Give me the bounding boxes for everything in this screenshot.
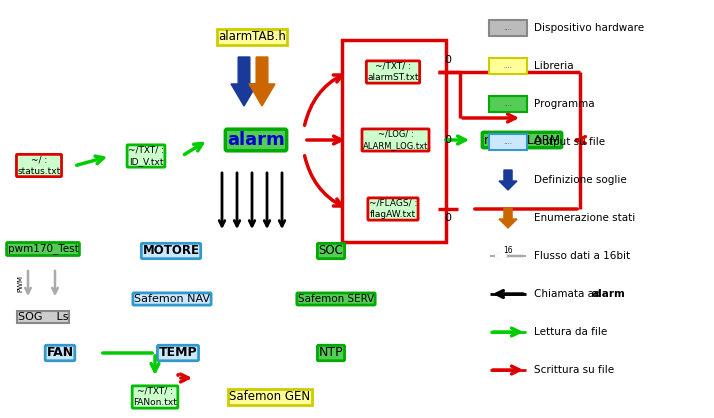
Text: alarmTAB.h: alarmTAB.h: [218, 31, 286, 43]
Text: ~/FLAGS/ :
flagAW.txt: ~/FLAGS/ : flagAW.txt: [369, 199, 417, 219]
Text: SOG    Ls: SOG Ls: [18, 312, 69, 322]
Polygon shape: [499, 208, 517, 228]
Text: ....: ....: [503, 139, 513, 145]
Text: NTP: NTP: [318, 347, 343, 359]
Text: Safemon GEN: Safemon GEN: [229, 390, 311, 403]
Text: 0: 0: [444, 213, 451, 223]
Text: ~/TXT/ :
FANon.txt: ~/TXT/ : FANon.txt: [133, 387, 177, 407]
Polygon shape: [249, 57, 275, 106]
Text: TEMP: TEMP: [159, 347, 197, 359]
Polygon shape: [499, 170, 517, 190]
Text: ....: ....: [503, 101, 513, 107]
Text: Output su file: Output su file: [534, 137, 605, 147]
Text: ~/TXT/ :
ID_V.txt: ~/TXT/ : ID_V.txt: [128, 146, 164, 166]
Text: 0: 0: [444, 55, 451, 65]
FancyBboxPatch shape: [489, 58, 527, 74]
Text: Chiamata ad: Chiamata ad: [534, 289, 604, 299]
Text: Scrittura su file: Scrittura su file: [534, 365, 614, 375]
Text: Enumerazione stati: Enumerazione stati: [534, 213, 635, 223]
Text: ~/TXT/ :
alarmST.txt: ~/TXT/ : alarmST.txt: [367, 62, 418, 82]
Text: Dispositivo hardware: Dispositivo hardware: [534, 23, 644, 33]
Text: Safemon NAV: Safemon NAV: [134, 294, 210, 304]
Text: ....: ....: [503, 63, 513, 69]
FancyBboxPatch shape: [489, 134, 527, 150]
Text: ....: ....: [503, 25, 513, 31]
Text: FAN: FAN: [46, 347, 74, 359]
Text: Safemon SERV: Safemon SERV: [298, 294, 374, 304]
Text: MOTORE: MOTORE: [143, 245, 199, 257]
Text: 16: 16: [503, 246, 513, 255]
Text: alarm: alarm: [227, 131, 285, 149]
Text: reset_ALARM: reset_ALARM: [483, 133, 560, 146]
Text: Definizione soglie: Definizione soglie: [534, 175, 627, 185]
Text: PWM: PWM: [17, 275, 23, 293]
Text: ~/ :
status.txt: ~/ : status.txt: [17, 155, 61, 176]
Text: alarm: alarm: [592, 289, 626, 299]
Text: Flusso dati a 16bit: Flusso dati a 16bit: [534, 251, 630, 261]
Polygon shape: [231, 57, 257, 106]
Text: SOC: SOC: [318, 245, 343, 257]
FancyBboxPatch shape: [489, 20, 527, 36]
Text: Libreria: Libreria: [534, 61, 573, 71]
Text: 0: 0: [444, 135, 451, 145]
Text: ~/LOG/ :
ALARM_LOG.txt: ~/LOG/ : ALARM_LOG.txt: [363, 130, 428, 150]
Text: pwm170_Test: pwm170_Test: [8, 244, 79, 255]
Text: Programma: Programma: [534, 99, 595, 109]
Text: Lettura da file: Lettura da file: [534, 327, 607, 337]
FancyBboxPatch shape: [489, 96, 527, 112]
